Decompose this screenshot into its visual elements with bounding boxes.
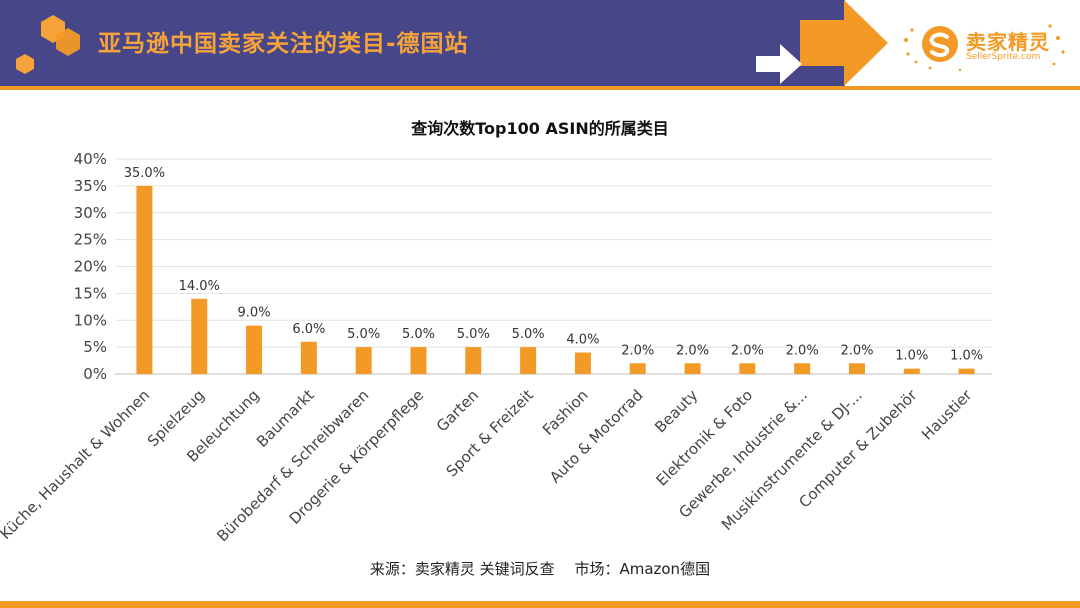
page-title: 亚马逊中国卖家关注的类目-德国站 [98,31,469,57]
data-label: 2.0% [786,343,819,358]
x-tick-label: Küche, Haushalt & Wohnen [0,386,153,543]
data-label: 4.0% [566,333,599,348]
bar [629,363,646,374]
y-tick-label: 20% [74,258,107,276]
x-tick-label: Auto & Motorrad [546,386,646,486]
data-label: 2.0% [676,343,709,358]
hexagon-decoration-icon [16,15,80,74]
x-tick-label: Haustier [918,386,976,444]
logo-name-en: SellerSprite.com [966,52,1041,62]
data-label: 35.0% [124,166,165,181]
data-label: 5.0% [347,327,380,342]
y-tick-label: 0% [83,365,107,383]
sellersprite-logo: 卖家精灵 SellerSprite.com [900,18,1070,74]
bar [958,368,975,374]
y-tick-label: 10% [74,311,107,329]
bar [410,347,427,374]
data-label: 9.0% [238,306,271,321]
header-underline [0,86,1080,90]
bar-chart: 查询次数Top100 ASIN的所属类目 0% 5% 10% 15% 20% 25% 30%… [0,119,992,546]
y-tick-label: 5% [83,338,107,356]
source-note: 来源：卖家精灵 关键词反查 市场：Amazon德国 [369,560,711,578]
bar [465,347,482,374]
logo-name-cn: 卖家精灵 [966,30,1050,54]
bar [300,341,317,374]
y-tick-label: 40% [74,150,107,168]
bar [355,347,372,374]
bar [191,298,208,374]
slide-header: 亚马逊中国卖家关注的类目-德国站 卖家精灵 SellerSprite.com [0,0,1080,90]
data-label: 1.0% [950,349,983,364]
sellersprite-logo-icon [922,26,958,62]
logo-dots-icon [904,24,1065,72]
bar [903,368,920,374]
footer-bar [0,601,1080,608]
chart-title: 查询次数Top100 ASIN的所属类目 [411,119,668,138]
bar [574,352,591,374]
arrow-right-icon [800,0,888,86]
y-tick-label: 25% [74,231,107,249]
data-label: 6.0% [292,322,325,337]
data-label: 1.0% [895,349,928,364]
data-label: 5.0% [512,327,545,342]
y-tick-label: 30% [74,204,107,222]
bar [520,347,537,374]
y-tick-label: 15% [74,284,107,302]
bars [136,185,975,374]
data-label: 5.0% [457,327,490,342]
data-label: 2.0% [731,343,764,358]
x-tick-label: Fashion [539,386,592,439]
data-labels: 35.0% 14.0% 9.0% 6.0% 5.0% 5.0% 5.0% 5.0% 4.0% 2.… [124,166,983,364]
bar [848,363,865,374]
bar [136,185,153,374]
bar [794,363,811,374]
x-tick-label: Elektronik & Foto [653,386,757,490]
x-tick-label: Beauty [651,386,701,436]
y-axis-ticks: 0% 5% 10% 15% 20% 25% 30% 35% 40% [74,150,107,383]
y-tick-label: 35% [74,177,107,195]
data-label: 14.0% [179,279,220,294]
arrow-right-small-icon [756,44,802,84]
x-axis-ticks: Küche, Haushalt & WohnenSpielzeugBeleuch… [0,386,976,546]
data-label: 2.0% [840,343,873,358]
data-label: 5.0% [402,327,435,342]
bar [739,363,756,374]
data-label: 2.0% [621,343,654,358]
x-tick-label: Garten [433,386,482,435]
header-band [0,0,845,90]
bar [684,363,701,374]
bar [246,325,263,374]
